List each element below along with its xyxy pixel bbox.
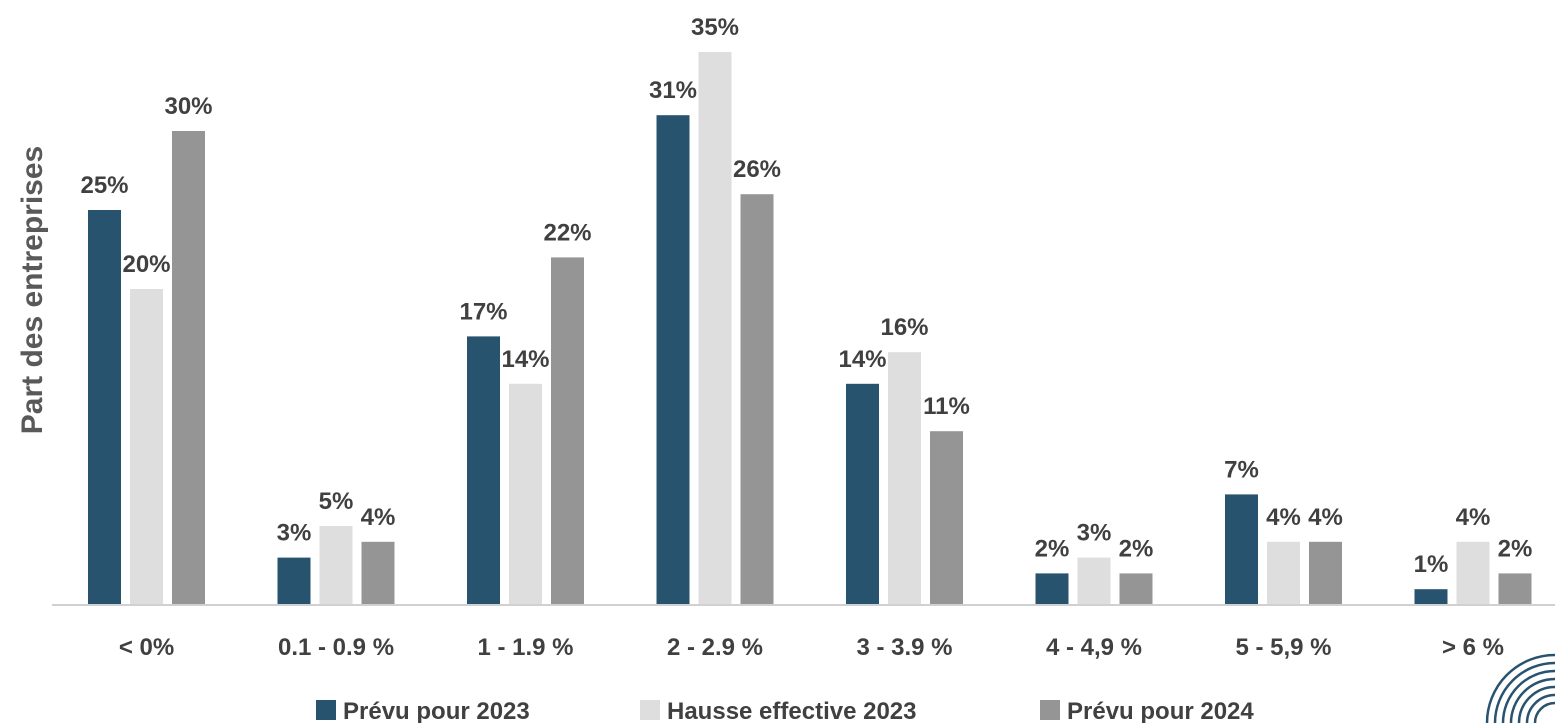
x-tick-label-8: > 6 %: [1442, 634, 1504, 661]
legend-label-2: Hausse effective 2023: [667, 698, 917, 723]
bar-3-8: [1498, 573, 1532, 605]
legend-swatch-2: [640, 700, 660, 720]
bar-2-4: [698, 52, 732, 605]
x-tick-label-6: 4 - 4,9 %: [1046, 634, 1142, 661]
bar-2-7: [1267, 541, 1300, 605]
bar-2-5: [888, 352, 921, 605]
bar-1-8: [1414, 589, 1448, 605]
data-label-3-7: 4%: [1308, 504, 1343, 531]
data-label-2-4: 35%: [691, 14, 739, 41]
x-tick-label-2: 0.1 - 0.9 %: [278, 634, 394, 661]
bar-2-2: [319, 526, 353, 605]
bar-3-2: [361, 541, 395, 605]
x-tick-label-4: 2 - 2.9 %: [667, 634, 763, 661]
bar-1-2: [277, 557, 311, 605]
data-label-3-4: 26%: [733, 156, 781, 183]
bar-1-7: [1225, 494, 1258, 605]
x-tick-labels: < 0% 0.1 - 0.9 % 1 - 1.9 % 2 - 2.9 % 3 - 3.9…: [119, 634, 1504, 661]
data-label-2-8: 4%: [1456, 504, 1491, 531]
data-label-2-3: 14%: [501, 346, 549, 373]
data-label-3-2: 4%: [361, 504, 396, 531]
data-label-1-1: 25%: [80, 172, 128, 199]
fingerprint-logo-icon: [1485, 653, 1555, 723]
data-label-2-7: 4%: [1266, 504, 1301, 531]
legend: Prévu pour 2023 Hausse effective 2023 Prév…: [316, 698, 1254, 723]
x-tick-label-7: 5 - 5,9 %: [1235, 634, 1331, 661]
bar-2-3: [509, 383, 542, 605]
x-tick-label-5: 3 - 3.9 %: [856, 634, 952, 661]
data-label-1-6: 2%: [1035, 535, 1070, 562]
data-label-2-1: 20%: [122, 251, 170, 278]
data-label-1-5: 14%: [838, 346, 886, 373]
bars-group: [88, 52, 1532, 605]
legend-label-1: Prévu pour 2023: [343, 698, 530, 723]
bar-2-8: [1456, 541, 1490, 605]
bar-3-4: [740, 194, 774, 605]
data-label-1-4: 31%: [649, 77, 697, 104]
data-label-2-5: 16%: [880, 314, 928, 341]
bar-3-7: [1309, 541, 1342, 605]
data-label-1-7: 7%: [1224, 456, 1259, 483]
data-label-1-8: 1%: [1414, 551, 1449, 578]
x-tick-label-3: 1 - 1.9 %: [477, 634, 573, 661]
data-labels-group: 25% 20% 30% 3% 5% 4% 17% 14% 22% 31% 35% 26% 14% 16% 1…: [80, 14, 1532, 578]
legend-label-3: Prévu pour 2024: [1067, 698, 1254, 723]
data-label-1-2: 3%: [277, 520, 312, 547]
data-label-3-5: 11%: [923, 393, 970, 420]
legend-swatch-3: [1040, 700, 1060, 720]
bar-2-1: [130, 289, 163, 605]
data-label-1-3: 17%: [459, 298, 507, 325]
bar-3-3: [551, 257, 584, 605]
data-label-3-3: 22%: [543, 219, 591, 246]
x-tick-label-1: < 0%: [119, 634, 174, 661]
bar-1-5: [846, 383, 879, 605]
bar-3-1: [172, 131, 205, 605]
data-label-3-1: 30%: [164, 93, 212, 120]
y-axis-label: Part des entreprises: [16, 146, 49, 434]
bar-1-6: [1035, 573, 1069, 605]
data-label-3-8: 2%: [1498, 535, 1533, 562]
data-label-2-2: 5%: [319, 488, 354, 515]
data-label-2-6: 3%: [1077, 520, 1112, 547]
bar-1-3: [467, 336, 500, 605]
bar-3-5: [930, 431, 963, 605]
bar-3-6: [1119, 573, 1153, 605]
data-label-3-6: 2%: [1119, 535, 1154, 562]
bar-1-1: [88, 210, 121, 605]
bar-2-6: [1077, 557, 1111, 605]
bar-1-4: [656, 115, 690, 605]
legend-swatch-1: [316, 700, 336, 720]
